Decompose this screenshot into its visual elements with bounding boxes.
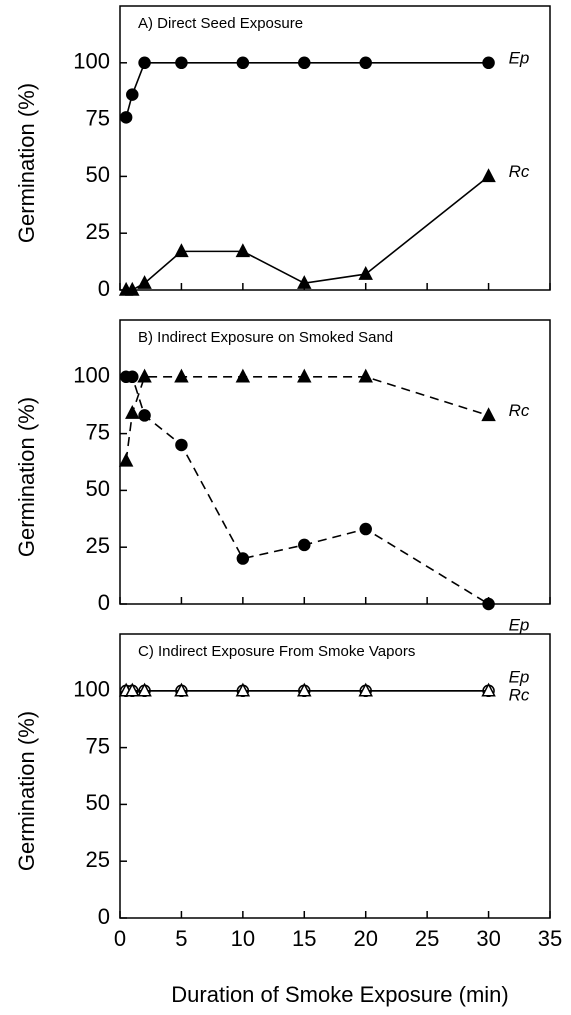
marker (125, 281, 140, 296)
y-tick-label: 0 (98, 276, 110, 301)
y-tick-label: 100 (73, 49, 110, 74)
y-tick-label: 100 (73, 677, 110, 702)
series-label: Ep (509, 667, 530, 686)
marker (358, 368, 373, 383)
series-line (126, 376, 489, 605)
marker (481, 407, 496, 422)
plot-frame (119, 5, 551, 291)
marker (297, 275, 312, 289)
y-tick-label: 75 (86, 419, 110, 444)
series-line (125, 376, 489, 461)
plot-frame (119, 319, 551, 605)
y-tick-label: 0 (98, 904, 110, 929)
marker (125, 405, 140, 419)
marker (236, 56, 250, 70)
y-tick-label: 25 (86, 533, 110, 558)
x-tick-label: 30 (476, 926, 500, 951)
x-tick-label: 0 (114, 926, 126, 951)
marker (481, 168, 496, 183)
marker (174, 243, 189, 258)
plot-frame (119, 633, 551, 919)
x-tick-label: 25 (415, 926, 439, 951)
marker (118, 452, 134, 467)
y-axis-label: Germination (%) (14, 711, 39, 871)
marker (174, 682, 189, 697)
x-tick-label: 15 (292, 926, 316, 951)
y-tick-label: 75 (86, 105, 110, 130)
marker (298, 538, 311, 552)
marker (138, 56, 151, 70)
series-label: Ep (509, 48, 530, 67)
y-tick-label: 25 (86, 847, 110, 872)
marker (235, 243, 251, 258)
series-label: Ep (509, 615, 530, 634)
marker (235, 368, 251, 383)
marker (125, 682, 140, 697)
marker (297, 368, 312, 383)
series-label: Rc (509, 401, 530, 420)
marker (137, 275, 152, 289)
marker (359, 56, 372, 70)
marker (358, 682, 373, 697)
marker (137, 368, 152, 383)
x-tick-label: 35 (538, 926, 562, 951)
marker (175, 56, 188, 70)
marker (126, 88, 139, 101)
marker (482, 56, 495, 70)
y-tick-label: 50 (86, 476, 110, 501)
y-axis-label: Germination (%) (14, 397, 39, 557)
panel-title: B) Indirect Exposure on Smoked Sand (138, 329, 393, 346)
marker (358, 265, 373, 280)
series-line (125, 62, 489, 118)
marker (236, 552, 250, 565)
marker (174, 368, 189, 383)
y-tick-label: 0 (98, 590, 110, 615)
marker (175, 438, 188, 452)
marker (126, 370, 139, 384)
y-tick-label: 50 (86, 162, 110, 187)
marker (481, 682, 496, 697)
x-axis-label: Duration of Smoke Exposure (min) (171, 982, 508, 1007)
series-label: Rc (509, 162, 530, 181)
series-line (126, 175, 490, 291)
marker (482, 597, 495, 611)
marker (119, 111, 133, 124)
marker (359, 522, 372, 536)
x-tick-label: 20 (353, 926, 377, 951)
marker (297, 682, 312, 697)
panel-title: A) Direct Seed Exposure (138, 15, 303, 32)
y-tick-label: 75 (86, 733, 110, 758)
y-tick-label: 50 (86, 790, 110, 815)
marker (137, 682, 152, 697)
marker (138, 409, 151, 422)
x-tick-label: 5 (175, 926, 187, 951)
y-axis-label: Germination (%) (14, 83, 39, 243)
series-label: Rc (509, 685, 530, 704)
y-tick-label: 25 (86, 219, 110, 244)
marker (235, 682, 251, 697)
y-tick-label: 100 (73, 363, 110, 388)
x-tick-label: 10 (231, 926, 255, 951)
marker (298, 56, 311, 70)
panel-title: C) Indirect Exposure From Smoke Vapors (138, 643, 415, 660)
